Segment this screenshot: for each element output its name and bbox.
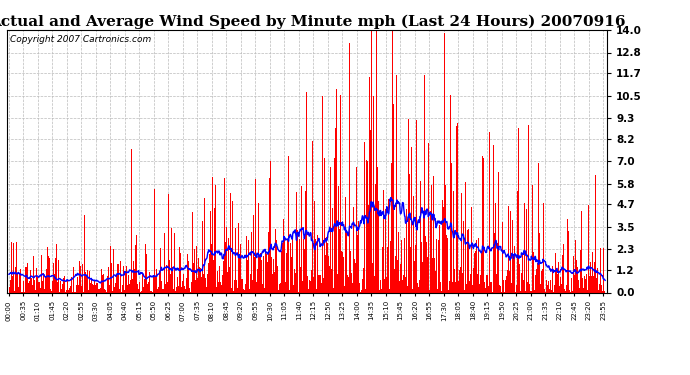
Text: Copyright 2007 Cartronics.com: Copyright 2007 Cartronics.com (10, 35, 151, 44)
Title: Actual and Average Wind Speed by Minute mph (Last 24 Hours) 20070916: Actual and Average Wind Speed by Minute … (0, 15, 625, 29)
